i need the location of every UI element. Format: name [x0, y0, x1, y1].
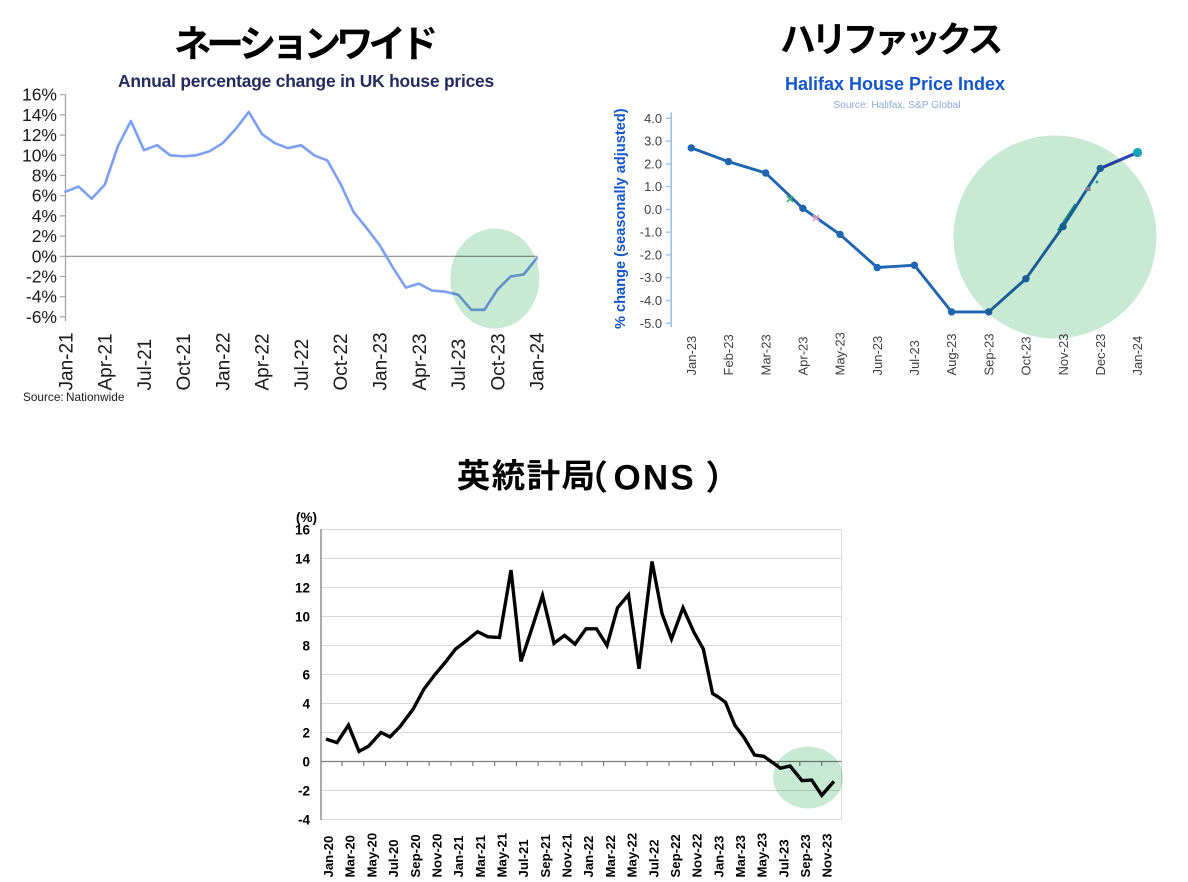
svg-text:Mar-23: Mar-23 [733, 835, 748, 878]
svg-text:Source: Nationwide: Source: Nationwide [23, 390, 125, 404]
svg-text:Jan-20: Jan-20 [321, 836, 336, 878]
svg-text:0%: 0% [32, 246, 57, 266]
svg-text:14: 14 [295, 551, 311, 566]
svg-text:4%: 4% [32, 206, 57, 226]
svg-text:2: 2 [302, 725, 310, 740]
svg-text:Oct-21: Oct-21 [174, 333, 195, 390]
svg-text:3.0: 3.0 [644, 134, 662, 149]
svg-text:May-21: May-21 [495, 833, 510, 878]
svg-text:6%: 6% [32, 186, 57, 206]
svg-text:Mar-22: Mar-22 [603, 835, 618, 878]
svg-text:-2.0: -2.0 [640, 247, 662, 262]
svg-text:Apr-23: Apr-23 [410, 333, 431, 390]
svg-text:4.0: 4.0 [644, 111, 662, 126]
svg-text:Mar-23: Mar-23 [758, 334, 773, 375]
svg-text:0: 0 [302, 754, 310, 769]
svg-text:Nov-22: Nov-22 [690, 834, 705, 878]
svg-text:Jan-22: Jan-22 [213, 332, 234, 390]
svg-text:Apr-21: Apr-21 [96, 333, 117, 390]
svg-text:May-23: May-23 [755, 833, 770, 878]
svg-text:Feb-23: Feb-23 [721, 334, 736, 375]
svg-text:10: 10 [295, 609, 310, 624]
svg-text:14%: 14% [22, 105, 57, 125]
svg-text:Sep-21: Sep-21 [538, 834, 553, 877]
svg-text:0.0: 0.0 [644, 202, 662, 217]
svg-text:Aug-23: Aug-23 [944, 334, 959, 376]
svg-text:Jul-22: Jul-22 [292, 339, 313, 391]
svg-text:-1.0: -1.0 [640, 225, 662, 240]
svg-text:Annual percentage change in UK: Annual percentage change in UK house pri… [118, 71, 494, 91]
svg-text:16%: 16% [22, 85, 57, 105]
svg-text:ONS: ONS [614, 459, 696, 498]
svg-text:8%: 8% [32, 166, 57, 186]
svg-text:Jan-21: Jan-21 [451, 836, 466, 878]
svg-text:Jan-21: Jan-21 [56, 332, 77, 390]
svg-text:Sep-22: Sep-22 [668, 834, 683, 877]
svg-text:-4%: -4% [26, 287, 57, 307]
svg-text:% change (seasonally adjusted: % change (seasonally adjusted) [613, 108, 629, 329]
svg-text:Sep-23: Sep-23 [798, 834, 813, 877]
svg-text:Jan-22: Jan-22 [581, 836, 596, 878]
svg-text:1.0: 1.0 [644, 179, 662, 194]
svg-text:16: 16 [295, 522, 311, 537]
svg-text:Nov-23: Nov-23 [820, 834, 835, 878]
svg-text:Jan-23: Jan-23 [711, 836, 726, 878]
svg-text:Oct-23: Oct-23 [488, 333, 509, 390]
svg-text:-2%: -2% [26, 267, 57, 287]
svg-text:-4: -4 [298, 812, 310, 827]
svg-text:Dec-23: Dec-23 [1093, 334, 1108, 376]
svg-text:Jan-24: Jan-24 [1130, 336, 1145, 376]
svg-text:6: 6 [302, 667, 310, 682]
svg-text:12%: 12% [22, 125, 57, 145]
svg-text:Jul-23: Jul-23 [776, 839, 791, 877]
svg-text:Mar-20: Mar-20 [343, 835, 358, 878]
svg-text:2.0: 2.0 [644, 156, 662, 171]
svg-text:Apr-23: Apr-23 [796, 336, 811, 375]
svg-text:Nov-21: Nov-21 [560, 834, 575, 878]
svg-text:12: 12 [295, 580, 310, 595]
svg-text:8: 8 [302, 638, 310, 653]
svg-text:-2: -2 [298, 783, 310, 798]
svg-text:(%): (%) [296, 510, 317, 525]
svg-text:Nov-23: Nov-23 [1056, 334, 1071, 376]
svg-text:Jan-23: Jan-23 [371, 332, 392, 390]
svg-text:Sep-20: Sep-20 [408, 834, 423, 877]
svg-text:Jul-23: Jul-23 [907, 340, 922, 375]
svg-text:Nov-20: Nov-20 [430, 834, 445, 878]
svg-text:Sep-23: Sep-23 [981, 334, 996, 376]
svg-text:Jul-22: Jul-22 [646, 839, 661, 877]
svg-text:-5.0: -5.0 [640, 316, 662, 331]
svg-text:4: 4 [302, 696, 310, 711]
svg-text:Oct-22: Oct-22 [331, 333, 352, 390]
svg-text:10%: 10% [22, 145, 57, 165]
svg-text:Jan-23: Jan-23 [684, 336, 699, 376]
svg-text:Mar-21: Mar-21 [473, 835, 488, 878]
svg-text:-6%: -6% [26, 307, 57, 327]
svg-text:2%: 2% [32, 226, 57, 246]
svg-text:Halifax House Price Index: Halifax House Price Index [785, 74, 1005, 94]
svg-text:Oct-23: Oct-23 [1019, 336, 1034, 375]
svg-text:Jul-21: Jul-21 [135, 339, 156, 391]
svg-text:Jul-20: Jul-20 [386, 839, 401, 877]
svg-text:Jul-21: Jul-21 [516, 839, 531, 877]
svg-text:May-20: May-20 [364, 833, 379, 878]
svg-text:Jan-24: Jan-24 [528, 332, 549, 391]
svg-text:May-22: May-22 [625, 833, 640, 878]
svg-text:May-23: May-23 [833, 332, 848, 375]
svg-text:Jun-23: Jun-23 [870, 336, 885, 376]
svg-text:Source: Halifax, S&P Global: Source: Halifax, S&P Global [833, 100, 960, 111]
svg-text:-3.0: -3.0 [640, 270, 662, 285]
svg-text:Apr-22: Apr-22 [253, 333, 274, 390]
svg-text:-4.0: -4.0 [640, 293, 662, 308]
svg-text:Jul-23: Jul-23 [449, 339, 470, 391]
